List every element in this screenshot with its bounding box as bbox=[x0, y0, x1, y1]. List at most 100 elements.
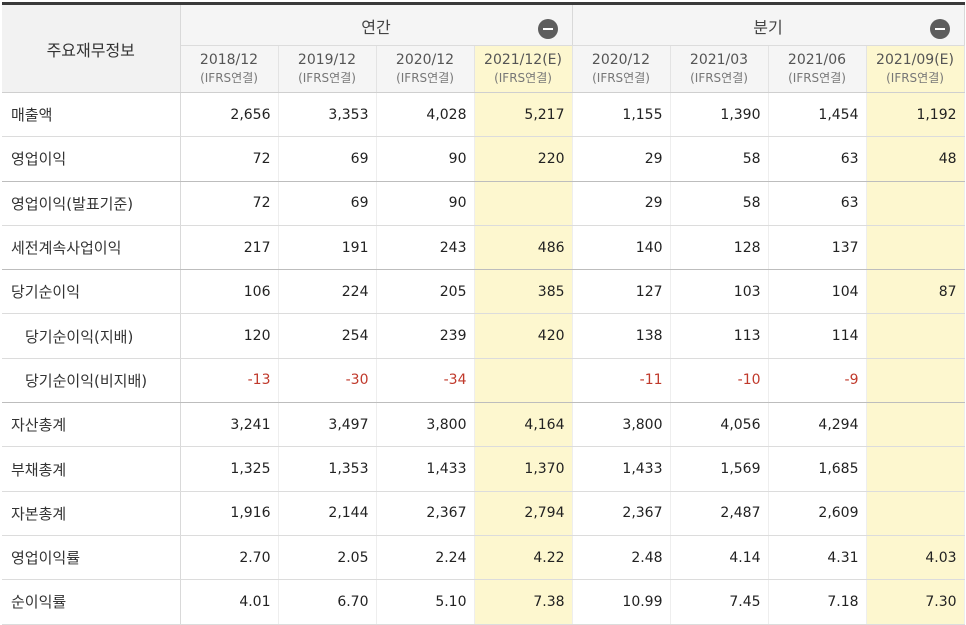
group-label-quarterly: 분기 bbox=[753, 18, 783, 37]
period-basis: (IFRS연결) bbox=[298, 71, 356, 85]
collapse-minus-icon[interactable] bbox=[537, 19, 558, 39]
table-row: 순이익률 4.01 6.70 5.10 7.38 10.99 7.45 7.18 7.30 bbox=[2, 579, 965, 625]
table-cell: 4.01 bbox=[180, 579, 279, 625]
table-cell: 137 bbox=[768, 225, 867, 271]
table-cell: 29 bbox=[572, 136, 671, 182]
table-cell bbox=[866, 225, 965, 271]
period-header: 2021/12(E) (IFRS연결) bbox=[474, 45, 573, 93]
period-date: 2020/12 bbox=[395, 52, 455, 68]
row-label: 당기순이익(비지배) bbox=[2, 358, 181, 404]
table-row: 세전계속사업이익 217 191 243 486 140 128 137 bbox=[2, 225, 965, 271]
table-cell: 2.48 bbox=[572, 535, 671, 581]
period-date: 2018/12 bbox=[199, 52, 259, 68]
period-date: 2021/03 bbox=[689, 52, 749, 68]
row-label: 당기순이익 bbox=[2, 269, 181, 315]
table-cell: 3,353 bbox=[278, 92, 377, 138]
period-basis: (IFRS연결) bbox=[886, 71, 944, 85]
table-cell: 7.38 bbox=[474, 579, 573, 625]
table-cell bbox=[474, 181, 573, 226]
table-cell: 4.31 bbox=[768, 535, 867, 581]
row-label: 순이익률 bbox=[2, 579, 181, 625]
period-date: 2021/06 bbox=[787, 52, 847, 68]
table-cell: 4.03 bbox=[866, 535, 965, 581]
group-header-annual: 연간 bbox=[180, 2, 573, 46]
table-row: 부채총계 1,325 1,353 1,433 1,370 1,433 1,569 1,685 bbox=[2, 446, 965, 492]
period-header: 2021/06 (IFRS연결) bbox=[768, 45, 867, 93]
table-cell bbox=[474, 358, 573, 404]
row-label: 당기순이익(지배) bbox=[2, 313, 181, 359]
table-cell: 243 bbox=[376, 225, 475, 271]
table-cell: 72 bbox=[180, 136, 279, 182]
table-cell: 1,916 bbox=[180, 491, 279, 536]
table-cell: 191 bbox=[278, 225, 377, 271]
collapse-minus-icon[interactable] bbox=[929, 19, 950, 39]
table-cell bbox=[866, 491, 965, 536]
table-row: 매출액 2,656 3,353 4,028 5,217 1,155 1,390 1,454 1,… bbox=[2, 92, 965, 138]
period-header: 2021/09(E) (IFRS연결) bbox=[866, 45, 965, 93]
table-cell: 220 bbox=[474, 136, 573, 182]
table-cell: 385 bbox=[474, 269, 573, 315]
table-row: 영업이익률 2.70 2.05 2.24 4.22 2.48 4.14 4.31 4.03 bbox=[2, 535, 965, 581]
table-cell: 1,433 bbox=[376, 446, 475, 492]
period-header: 2020/12 (IFRS연결) bbox=[572, 45, 671, 93]
table-cell: 2,656 bbox=[180, 92, 279, 138]
table-cell: 6.70 bbox=[278, 579, 377, 625]
table-cell: 87 bbox=[866, 269, 965, 315]
period-basis: (IFRS연결) bbox=[200, 71, 258, 85]
table-cell: 128 bbox=[670, 225, 769, 271]
table-cell: 4.22 bbox=[474, 535, 573, 581]
table-cell: 138 bbox=[572, 313, 671, 359]
table-row: 영업이익(발표기준) 72 69 90 29 58 63 bbox=[2, 181, 965, 226]
table-cell: 224 bbox=[278, 269, 377, 315]
table-cell: 120 bbox=[180, 313, 279, 359]
table-cell: 2.05 bbox=[278, 535, 377, 581]
table-cell: 1,390 bbox=[670, 92, 769, 138]
period-header: 2019/12 (IFRS연결) bbox=[278, 45, 377, 93]
table-cell: 106 bbox=[180, 269, 279, 315]
table-cell: 3,241 bbox=[180, 402, 279, 448]
table-cell: 2,144 bbox=[278, 491, 377, 536]
period-date: 2021/09(E) bbox=[876, 52, 954, 68]
period-date: 2020/12 bbox=[591, 52, 651, 68]
group-label-annual: 연간 bbox=[361, 18, 391, 37]
period-basis: (IFRS연결) bbox=[494, 71, 552, 85]
table-cell: 486 bbox=[474, 225, 573, 271]
row-label: 영업이익 bbox=[2, 136, 181, 182]
table-row: 당기순이익(지배) 120 254 239 420 138 113 114 bbox=[2, 313, 965, 359]
table-row: 자본총계 1,916 2,144 2,367 2,794 2,367 2,487 2,609 bbox=[2, 491, 965, 536]
table-cell: 69 bbox=[278, 136, 377, 182]
table-row: 당기순이익 106 224 205 385 127 103 104 87 bbox=[2, 269, 965, 315]
table-cell: 5.10 bbox=[376, 579, 475, 625]
table-cell: 113 bbox=[670, 313, 769, 359]
table-cell: 1,685 bbox=[768, 446, 867, 492]
table-cell: 58 bbox=[670, 136, 769, 182]
table-cell: 1,325 bbox=[180, 446, 279, 492]
table-cell: 2,609 bbox=[768, 491, 867, 536]
period-date: 2019/12 bbox=[297, 52, 357, 68]
table-cell: 3,800 bbox=[572, 402, 671, 448]
table-cell: 4,164 bbox=[474, 402, 573, 448]
row-label: 매출액 bbox=[2, 92, 181, 138]
table-cell: 217 bbox=[180, 225, 279, 271]
table-cell: 1,569 bbox=[670, 446, 769, 492]
table-cell: 104 bbox=[768, 269, 867, 315]
table-cell: 72 bbox=[180, 181, 279, 226]
table-cell: 4.14 bbox=[670, 535, 769, 581]
row-label: 부채총계 bbox=[2, 446, 181, 492]
table-cell: 2,794 bbox=[474, 491, 573, 536]
table-cell bbox=[866, 358, 965, 404]
table-cell: -9 bbox=[768, 358, 867, 404]
table-cell: 239 bbox=[376, 313, 475, 359]
table-cell: 1,454 bbox=[768, 92, 867, 138]
table-cell: -11 bbox=[572, 358, 671, 404]
table-cell: 1,155 bbox=[572, 92, 671, 138]
table-cell: 7.45 bbox=[670, 579, 769, 625]
table-cell: -30 bbox=[278, 358, 377, 404]
period-header: 2018/12 (IFRS연결) bbox=[180, 45, 279, 93]
table-cell: 63 bbox=[768, 181, 867, 226]
table-cell bbox=[866, 181, 965, 226]
table-cell: 5,217 bbox=[474, 92, 573, 138]
table-cell: 1,192 bbox=[866, 92, 965, 138]
